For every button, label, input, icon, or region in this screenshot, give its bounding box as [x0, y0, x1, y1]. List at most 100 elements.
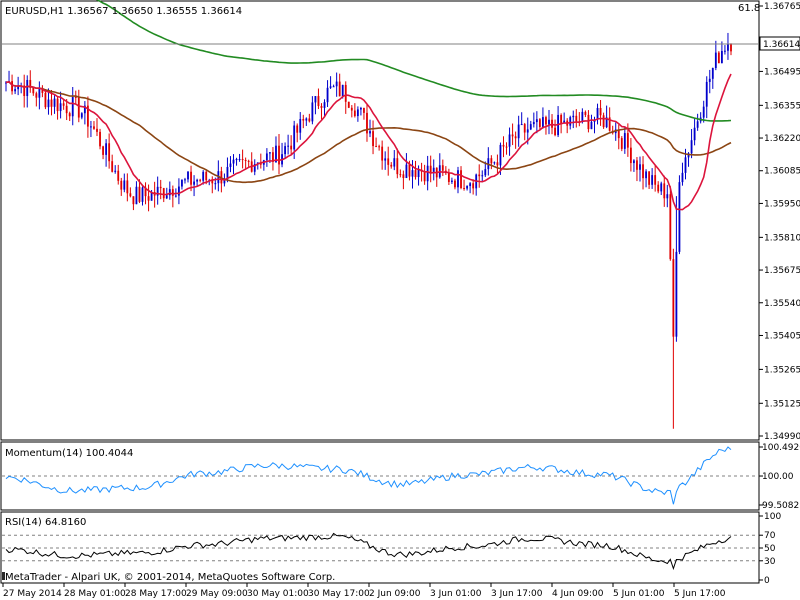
candle — [672, 248, 675, 429]
candle — [187, 171, 189, 183]
candle — [611, 125, 614, 135]
candle — [629, 137, 632, 172]
candle-body — [190, 171, 192, 185]
candle — [111, 154, 114, 173]
candle-body — [99, 131, 101, 147]
candle-body — [287, 145, 290, 147]
candle — [602, 112, 605, 129]
candle — [663, 175, 666, 207]
candle — [529, 120, 532, 131]
candle-body — [96, 128, 98, 132]
candle — [108, 133, 111, 169]
candle — [693, 117, 696, 146]
candle-body — [83, 105, 86, 114]
candle — [332, 84, 335, 88]
candle — [347, 101, 350, 109]
candle-body — [168, 189, 171, 196]
candle-body — [347, 101, 350, 108]
rsi-line — [5, 532, 732, 571]
candle-body — [290, 145, 293, 150]
candle-body — [86, 105, 89, 127]
candle-body — [696, 121, 699, 128]
momentum-axis-label: 100.4926 — [762, 443, 800, 453]
candle-body — [402, 174, 405, 179]
candle — [96, 118, 98, 137]
candle-body — [38, 88, 41, 98]
candle-body — [214, 183, 217, 185]
candle — [535, 111, 538, 134]
time-axis-label: 2 Jun 09:00 — [369, 589, 421, 599]
candle-body — [587, 114, 590, 130]
candle — [83, 101, 86, 125]
candle — [320, 103, 323, 120]
candle — [238, 153, 241, 162]
candle-body — [396, 158, 399, 175]
candle — [451, 177, 453, 184]
candle-body — [108, 143, 111, 162]
candle-body — [678, 182, 681, 252]
candle — [548, 109, 550, 135]
candle-body — [554, 127, 556, 136]
candle — [56, 97, 59, 120]
candle-body — [711, 67, 714, 79]
candle — [235, 157, 238, 166]
candle-body — [366, 112, 368, 134]
candle-body — [645, 171, 647, 179]
candle — [265, 148, 268, 167]
candle-body — [548, 119, 550, 125]
candle — [654, 164, 657, 192]
price-axis-label: 1.36220 — [764, 134, 800, 144]
candle — [545, 115, 547, 135]
candle-body — [53, 98, 56, 107]
candle-body — [636, 160, 638, 170]
candle — [390, 162, 393, 169]
candle-body — [235, 159, 238, 161]
candle — [20, 82, 23, 94]
candle — [711, 67, 714, 89]
candle-body — [529, 124, 532, 130]
chart-header: EURUSD,H1 1.36567 1.36650 1.36555 1.3661… — [5, 6, 242, 17]
rsi-layer — [2, 532, 758, 571]
candle — [141, 186, 144, 206]
candle — [502, 136, 505, 158]
candle — [177, 178, 180, 205]
candle-body — [472, 183, 475, 189]
candle-body — [426, 165, 429, 182]
candle — [290, 135, 293, 155]
candle — [584, 110, 587, 118]
candle-body — [177, 186, 180, 196]
candle — [578, 112, 581, 127]
candle-body — [469, 183, 472, 187]
candle — [86, 96, 89, 138]
candle — [414, 160, 417, 180]
candle-body — [417, 169, 420, 178]
candle-body — [730, 44, 732, 52]
candle-body — [284, 146, 286, 155]
candle — [120, 177, 123, 196]
candle — [720, 41, 723, 64]
last-price-badge — [759, 36, 800, 51]
candle — [114, 165, 117, 174]
candle-body — [296, 125, 299, 133]
candle — [372, 120, 374, 155]
candle-body — [378, 146, 381, 148]
candle-body — [272, 152, 274, 162]
candle-body — [684, 157, 687, 173]
candle — [144, 182, 147, 205]
candle — [193, 175, 195, 197]
candle — [129, 187, 132, 198]
candle-body — [390, 164, 393, 167]
candle — [47, 88, 50, 115]
candle-body — [174, 195, 177, 197]
candle-body — [356, 109, 359, 117]
candle — [563, 112, 566, 124]
candle — [542, 107, 544, 129]
candle-body — [329, 86, 332, 88]
candle — [350, 105, 353, 118]
candle — [678, 175, 681, 255]
candle — [329, 76, 332, 89]
candle-body — [117, 170, 120, 181]
candle — [99, 128, 101, 150]
candle-body — [633, 160, 635, 164]
